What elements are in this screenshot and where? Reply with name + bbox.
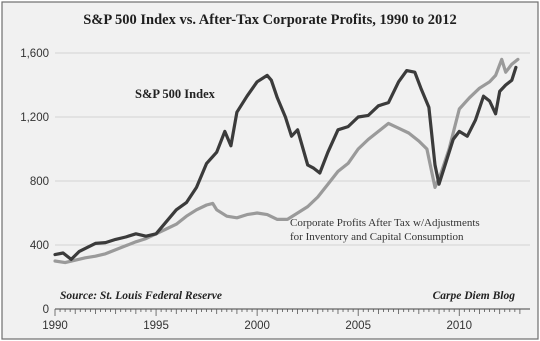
x-tick-label: 1995: [143, 320, 169, 332]
x-tick-label: 1990: [42, 320, 68, 332]
sp500-line: [53, 65, 518, 261]
x-tick-label: 2010: [446, 320, 472, 332]
y-tick-label: 400: [30, 240, 49, 252]
gridlines: [55, 52, 530, 246]
x-tick-label: 2005: [345, 320, 371, 332]
y-tick-label: 800: [30, 176, 49, 188]
corporate-profits-line: [53, 57, 520, 265]
y-axis: 0 400 800 1,200 1,600: [20, 48, 49, 316]
source-note: Source: St. Louis Federal Reserve: [60, 290, 222, 302]
y-tick-label: 1,600: [20, 48, 49, 60]
y-tick-label: 1,200: [20, 112, 49, 124]
sp500-series-label: S&P 500 Index: [135, 87, 216, 101]
x-tick-label: 2000: [244, 320, 270, 332]
profits-series-label-line1: Corporate Profits After Tax w/Adjustment…: [290, 217, 480, 229]
profits-series-label-line2: for Inventory and Capital Consumption: [290, 231, 464, 243]
series-lines: [53, 57, 520, 265]
x-axis: 1990 1995 2000 2005 2010: [42, 308, 530, 332]
chart-title: S&P 500 Index vs. After-Tax Corporate Pr…: [83, 12, 457, 28]
credit-note: Carpe Diem Blog: [433, 290, 516, 302]
y-tick-label: 0: [43, 304, 49, 316]
